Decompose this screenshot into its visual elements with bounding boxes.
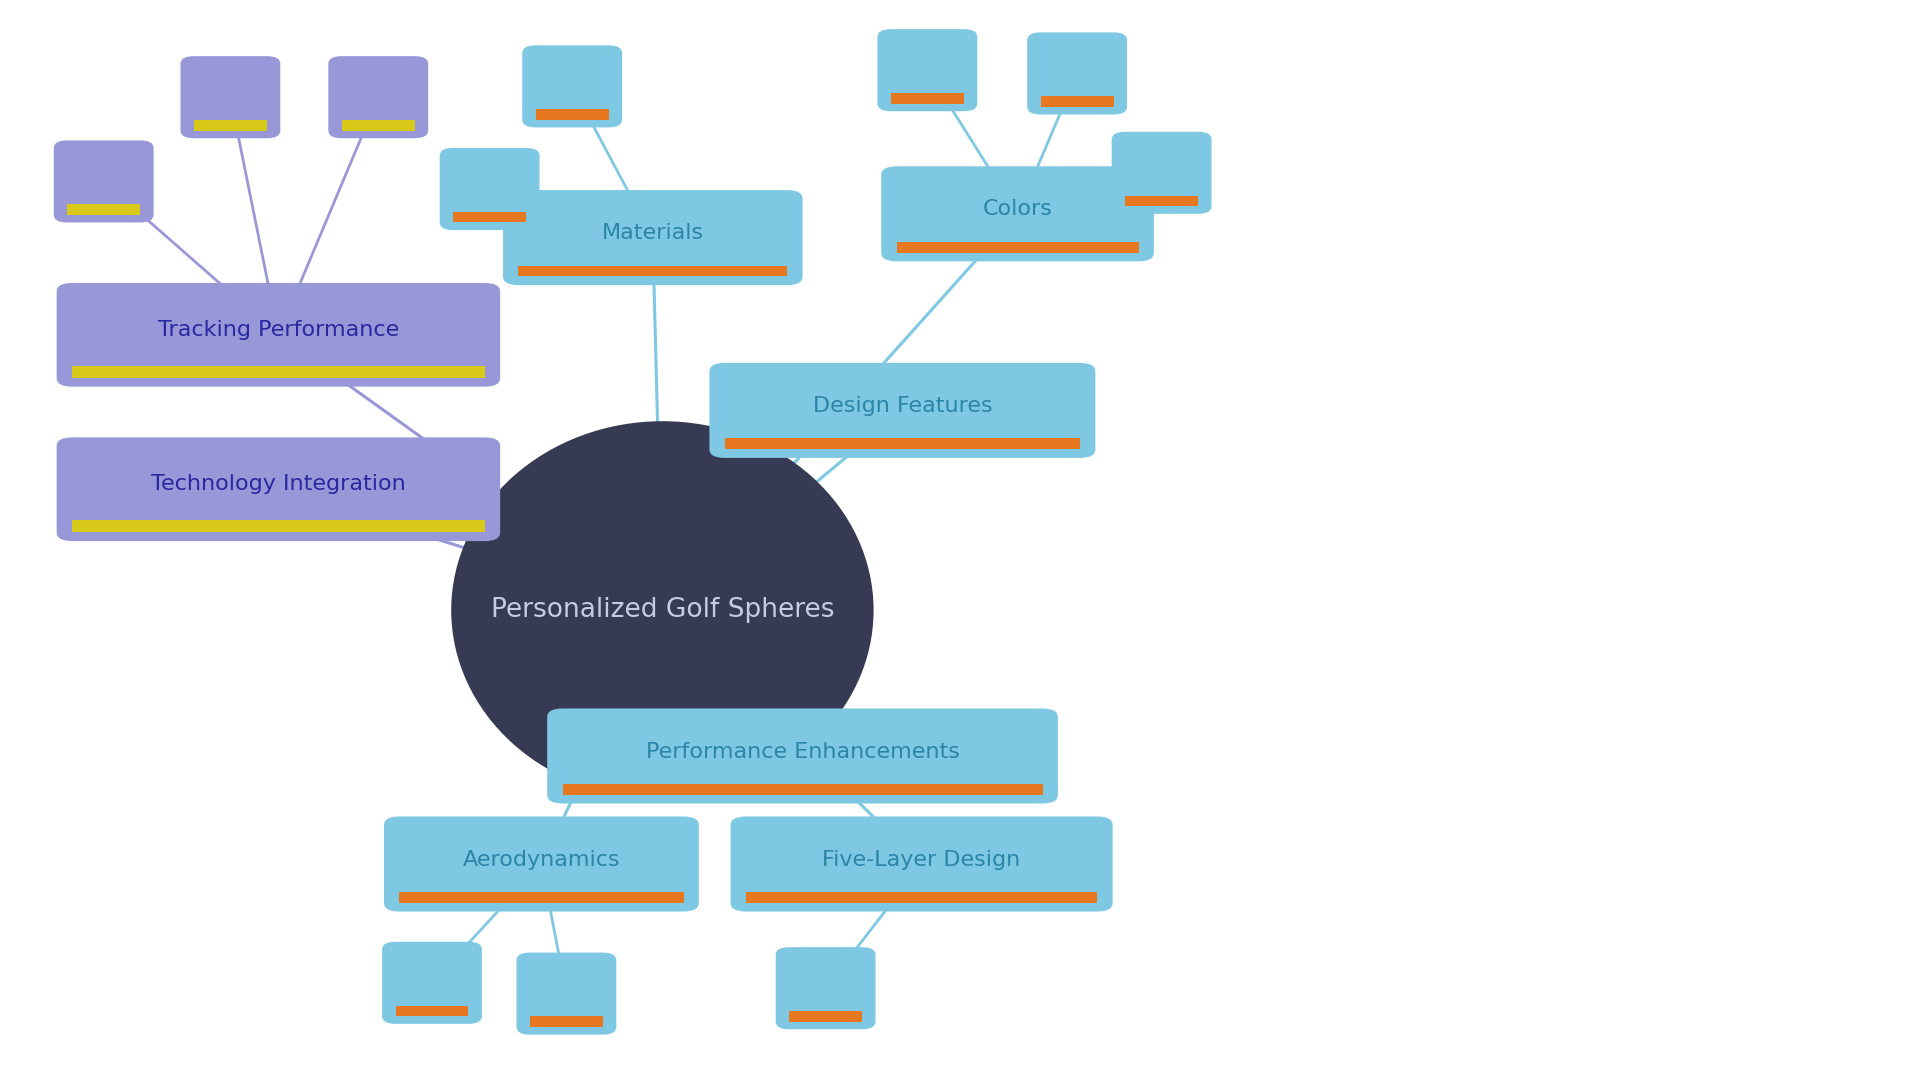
FancyBboxPatch shape [56,283,499,387]
FancyBboxPatch shape [440,148,540,230]
FancyBboxPatch shape [180,56,280,138]
FancyBboxPatch shape [881,166,1154,261]
Bar [536,109,609,120]
FancyBboxPatch shape [384,816,699,912]
Ellipse shape [451,421,874,799]
Text: Design Features: Design Features [812,396,993,416]
Text: Colors: Colors [983,200,1052,219]
Bar [396,1005,468,1016]
Bar [518,266,787,276]
Bar [1125,195,1198,206]
FancyBboxPatch shape [54,140,154,222]
FancyBboxPatch shape [708,363,1094,458]
FancyBboxPatch shape [382,942,482,1024]
Bar [891,93,964,104]
FancyBboxPatch shape [503,190,803,285]
Bar [530,1016,603,1027]
Bar [745,892,1096,903]
Text: Personalized Golf Spheres: Personalized Golf Spheres [492,597,833,623]
Bar [71,521,486,532]
Bar [453,212,526,222]
Bar [563,784,1043,795]
Bar [399,892,684,903]
FancyBboxPatch shape [1027,32,1127,114]
Text: Five-Layer Design: Five-Layer Design [822,850,1021,869]
FancyBboxPatch shape [56,437,499,541]
Text: Aerodynamics: Aerodynamics [463,850,620,869]
FancyBboxPatch shape [516,953,616,1035]
FancyBboxPatch shape [776,947,876,1029]
FancyBboxPatch shape [328,56,428,138]
Bar [724,438,1079,449]
Text: Materials: Materials [601,224,705,243]
Text: Tracking Performance: Tracking Performance [157,320,399,340]
FancyBboxPatch shape [547,708,1058,804]
Text: Technology Integration: Technology Integration [152,474,405,495]
FancyBboxPatch shape [730,816,1112,912]
Bar [194,120,267,131]
Bar [342,120,415,131]
FancyBboxPatch shape [522,45,622,127]
Bar [1041,96,1114,107]
Bar [67,204,140,215]
Text: Performance Enhancements: Performance Enhancements [645,742,960,761]
FancyBboxPatch shape [1112,132,1212,214]
Bar [71,366,486,378]
FancyBboxPatch shape [877,29,977,111]
Bar [789,1011,862,1022]
Bar [897,242,1139,253]
